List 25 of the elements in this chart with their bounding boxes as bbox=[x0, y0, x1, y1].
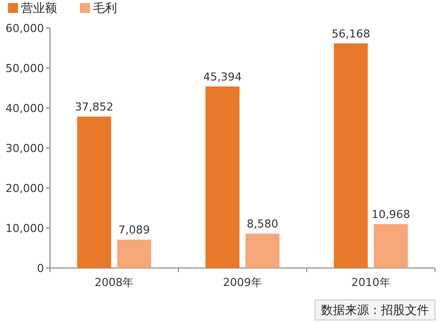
y-tick-label: 30,000 bbox=[6, 142, 44, 155]
data-label: 8,580 bbox=[246, 218, 278, 231]
y-tick-label: 10,000 bbox=[6, 222, 44, 235]
bar bbox=[374, 224, 408, 268]
data-label: 7,089 bbox=[118, 224, 150, 237]
y-tick-label: 50,000 bbox=[6, 62, 44, 75]
bar bbox=[77, 116, 112, 268]
data-label: 56,168 bbox=[332, 27, 370, 40]
source-note: 数据来源：招股文件 bbox=[321, 303, 429, 317]
y-tick-label: 20,000 bbox=[6, 182, 44, 195]
data-label: 10,968 bbox=[372, 208, 410, 222]
legend-label: 营业额 bbox=[21, 1, 57, 15]
x-tick-label: 2008年 bbox=[94, 276, 134, 289]
data-label: 45,394 bbox=[203, 70, 242, 84]
bar bbox=[206, 86, 240, 268]
bar bbox=[246, 234, 280, 268]
y-tick-label: 60,000 bbox=[6, 22, 44, 35]
y-tick-label: 0 bbox=[37, 262, 44, 275]
y-tick-label: 40,000 bbox=[6, 102, 44, 115]
bar bbox=[334, 43, 368, 268]
x-tick-label: 2009年 bbox=[223, 276, 262, 289]
legend-label: 毛利 bbox=[93, 1, 117, 15]
data-label: 37,852 bbox=[74, 100, 114, 114]
bar bbox=[117, 240, 152, 268]
x-tick-label: 2010年 bbox=[351, 276, 390, 289]
